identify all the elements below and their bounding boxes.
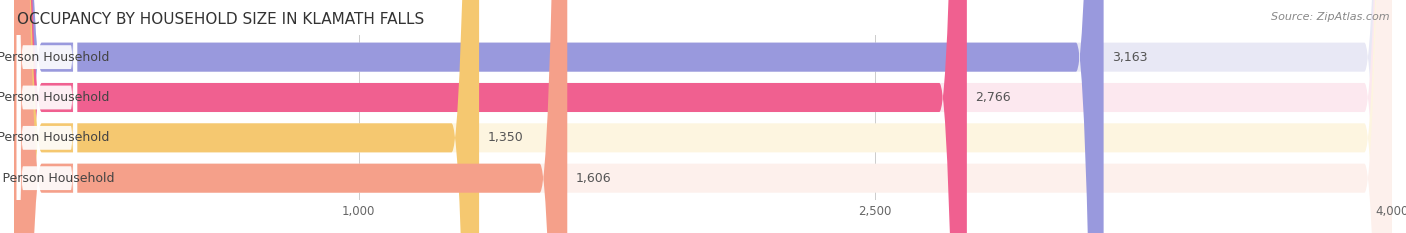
- Text: 3,163: 3,163: [1112, 51, 1147, 64]
- FancyBboxPatch shape: [14, 0, 967, 233]
- Text: 3-Person Household: 3-Person Household: [0, 131, 110, 144]
- Text: 2-Person Household: 2-Person Household: [0, 91, 110, 104]
- Text: Source: ZipAtlas.com: Source: ZipAtlas.com: [1271, 12, 1389, 22]
- FancyBboxPatch shape: [17, 0, 77, 233]
- Text: 4+ Person Household: 4+ Person Household: [0, 172, 114, 185]
- FancyBboxPatch shape: [17, 0, 77, 233]
- FancyBboxPatch shape: [14, 0, 479, 233]
- Text: 1,350: 1,350: [488, 131, 523, 144]
- Text: 1-Person Household: 1-Person Household: [0, 51, 110, 64]
- Text: 2,766: 2,766: [976, 91, 1011, 104]
- FancyBboxPatch shape: [14, 0, 1392, 233]
- FancyBboxPatch shape: [14, 0, 1392, 233]
- Text: 1,606: 1,606: [576, 172, 612, 185]
- Text: OCCUPANCY BY HOUSEHOLD SIZE IN KLAMATH FALLS: OCCUPANCY BY HOUSEHOLD SIZE IN KLAMATH F…: [17, 12, 425, 27]
- FancyBboxPatch shape: [17, 0, 77, 233]
- FancyBboxPatch shape: [17, 0, 77, 233]
- FancyBboxPatch shape: [14, 0, 567, 233]
- FancyBboxPatch shape: [14, 0, 1104, 233]
- FancyBboxPatch shape: [14, 0, 1392, 233]
- FancyBboxPatch shape: [14, 0, 1392, 233]
